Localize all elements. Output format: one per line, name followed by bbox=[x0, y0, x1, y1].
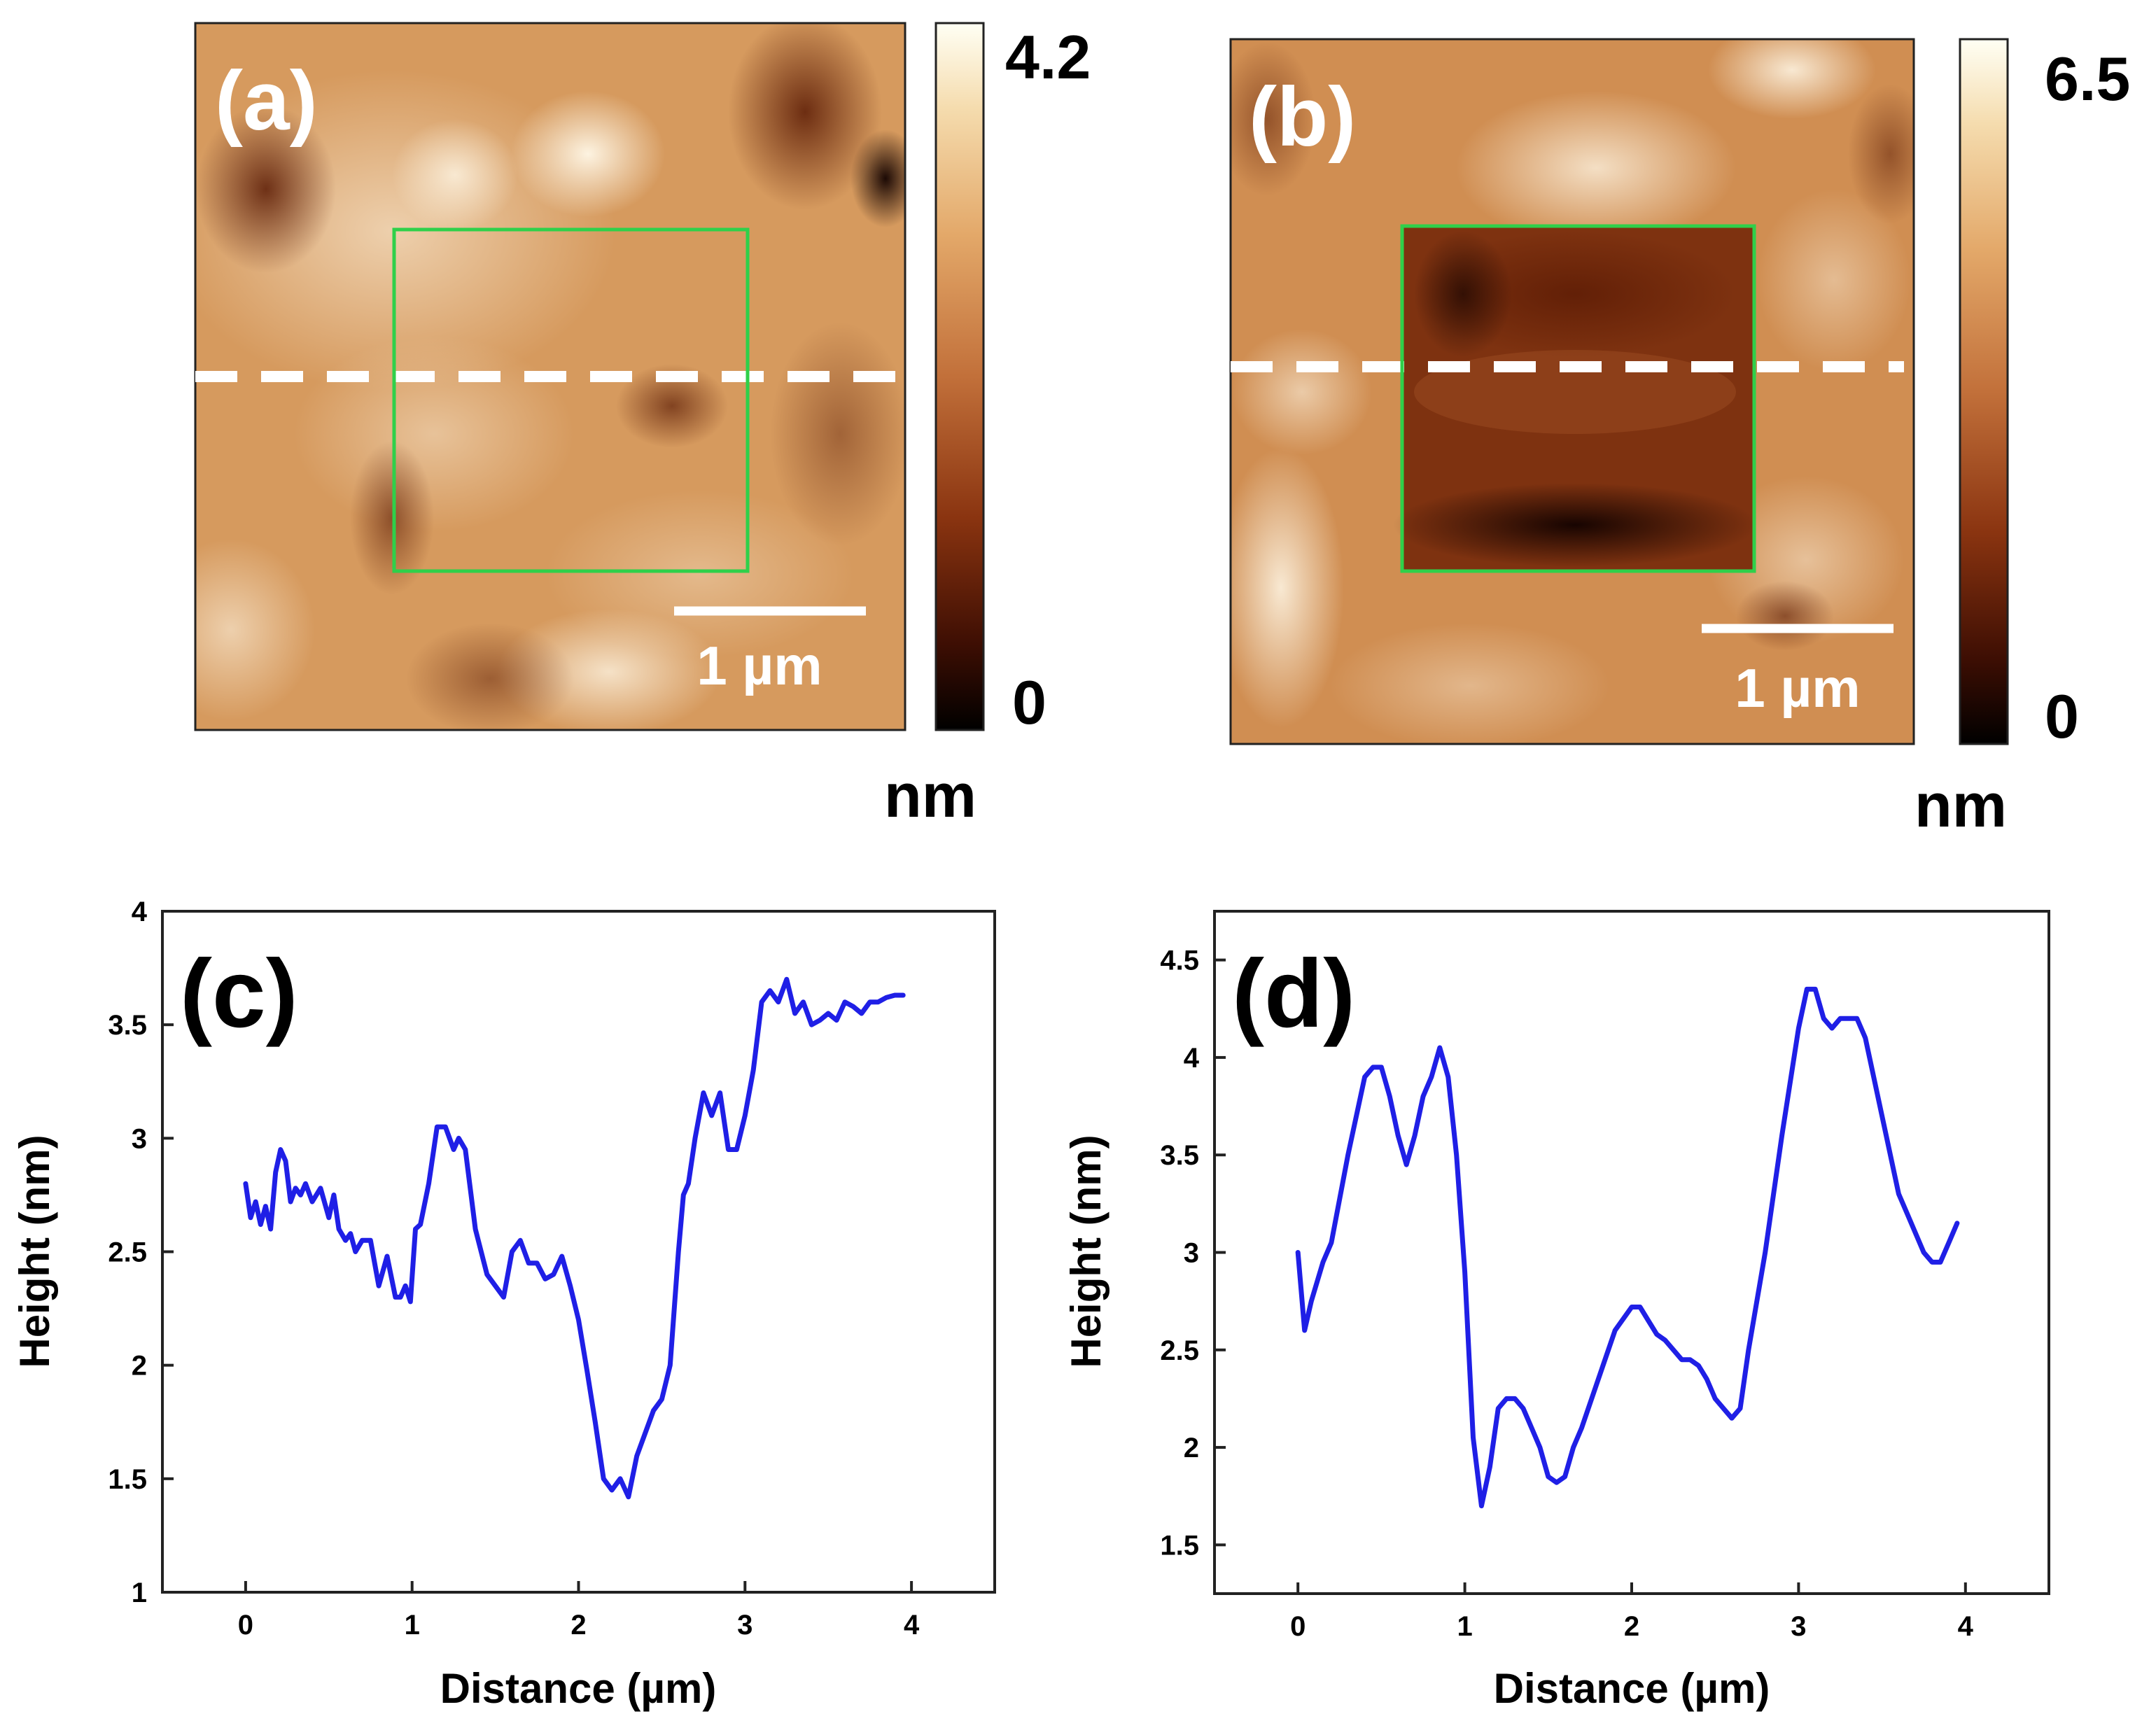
x-tick-label-d-4: 4 bbox=[1958, 1611, 1974, 1642]
colorbar-max-b: 6.5 bbox=[2045, 44, 2130, 113]
colorbar-a bbox=[934, 22, 985, 731]
y-tick-label-c-4: 3 bbox=[132, 1123, 147, 1154]
y-tick-label-c-1: 1.5 bbox=[108, 1464, 147, 1495]
panel-label-c: (c) bbox=[180, 940, 298, 1048]
colorbar-min-b: 0 bbox=[2045, 682, 2079, 751]
y-tick-label-d-3: 3 bbox=[1184, 1238, 1199, 1269]
y-tick-label-d-0: 1.5 bbox=[1160, 1530, 1199, 1561]
profile-series-c bbox=[243, 976, 906, 1500]
y-tick-label-c-0: 1 bbox=[132, 1578, 147, 1608]
x-tick-label-c-0: 0 bbox=[238, 1610, 253, 1641]
panel-label-b: (b) bbox=[1249, 70, 1356, 164]
afm-image-b bbox=[1231, 39, 1914, 744]
afm-panel-a: 1 µm (a) 4.2 0 nm bbox=[194, 22, 1091, 830]
scan-box-a bbox=[392, 227, 750, 573]
x-axis-label-d: Distance (µm) bbox=[1494, 1665, 1770, 1712]
x-tick-label-d-2: 2 bbox=[1624, 1611, 1639, 1642]
y-tick-label-d-4: 3.5 bbox=[1160, 1140, 1199, 1171]
profile-plot-d: 0 1 2 3 4 1.5 2 2.5 3 3.5 4 4.5 (d) Distance (µm) H… bbox=[1063, 910, 2050, 1712]
panel-label-d: (d) bbox=[1232, 940, 1355, 1048]
y-axis-label-c: Height (nm) bbox=[11, 1135, 58, 1368]
x-tick-label-c-3: 3 bbox=[737, 1610, 752, 1641]
afm-image-a bbox=[195, 23, 905, 730]
y-tick-label-d-1: 2 bbox=[1184, 1433, 1199, 1463]
x-tick-label-d-1: 1 bbox=[1457, 1611, 1472, 1642]
profile-series-d bbox=[1295, 986, 1960, 1509]
colorbar-unit-a: nm bbox=[884, 761, 976, 830]
profile-plot-c: 0 1 2 3 4 1 1.5 2 2.5 3 3.5 4 (c) Distance (µm) Hei… bbox=[11, 897, 996, 1712]
x-tick-label-c-1: 1 bbox=[405, 1610, 420, 1641]
y-tick-label-c-5: 3.5 bbox=[108, 1010, 147, 1041]
colorbar-max-a: 4.2 bbox=[1005, 22, 1091, 92]
y-tick-label-c-6: 4 bbox=[132, 897, 148, 927]
colorbar-unit-b: nm bbox=[1914, 771, 2007, 840]
x-tick-label-d-0: 0 bbox=[1290, 1611, 1306, 1642]
x-axis-label-c: Distance (µm) bbox=[440, 1665, 717, 1712]
colorbar-b bbox=[1959, 38, 2009, 745]
afm-panel-b: 1 µm (b) 6.5 0 nm bbox=[1229, 38, 2130, 840]
y-tick-label-d-5: 4 bbox=[1184, 1043, 1200, 1074]
y-tick-label-c-3: 2.5 bbox=[108, 1237, 147, 1268]
scalebar-label-a: 1 µm bbox=[696, 635, 822, 696]
panel-label-a: (a) bbox=[215, 54, 318, 148]
x-tick-label-c-4: 4 bbox=[904, 1610, 920, 1641]
y-axis-label-d: Height (nm) bbox=[1063, 1135, 1110, 1368]
y-tick-label-d-6: 4.5 bbox=[1160, 946, 1199, 976]
y-tick-label-d-2: 2.5 bbox=[1160, 1335, 1199, 1366]
y-tick-label-c-2: 2 bbox=[132, 1351, 147, 1382]
scan-box-b bbox=[1400, 224, 1756, 573]
scalebar-label-b: 1 µm bbox=[1735, 657, 1860, 719]
colorbar-min-a: 0 bbox=[1012, 668, 1046, 737]
x-tick-label-d-3: 3 bbox=[1791, 1611, 1806, 1642]
x-tick-label-c-2: 2 bbox=[570, 1610, 586, 1641]
